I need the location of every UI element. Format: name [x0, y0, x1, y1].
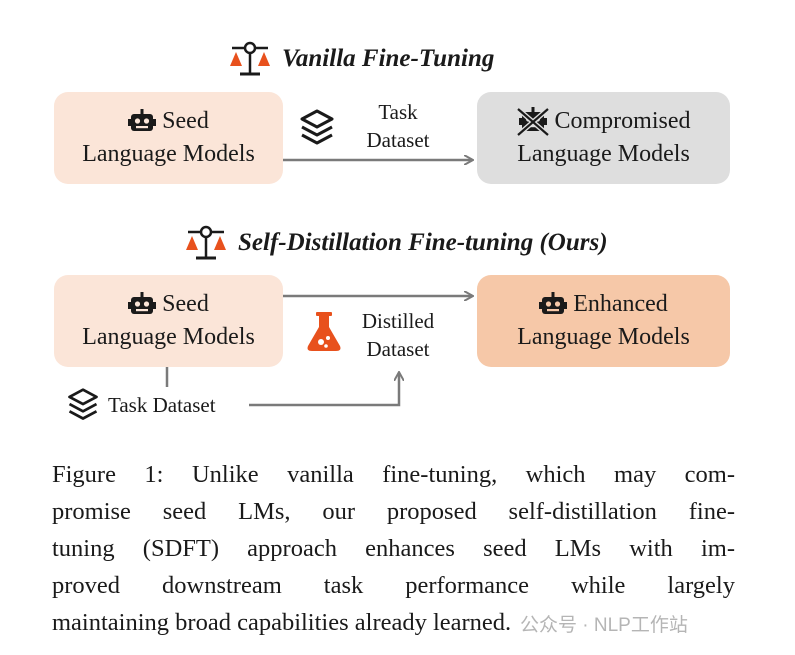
watermark: 公众号 · NLP工作站 [520, 615, 688, 636]
enhanced-line2: Language Models [517, 324, 690, 350]
distilled-line1: Distilled [361, 309, 435, 333]
sdft-seed-line1: Seed [162, 291, 209, 317]
task-to-distilled-arrow [249, 373, 399, 407]
caption-line: promise seed LMs, our proposed self-dist… [52, 498, 735, 525]
robot-icon [128, 108, 157, 135]
compromised-line2: Language Models [517, 141, 690, 167]
task-dataset-row: Task Dataset [66, 387, 216, 423]
compromised-line1: Compromised [554, 108, 691, 134]
layers-icon [66, 387, 100, 423]
figure-caption: Figure 1: Unlike vanilla fine-tuning, wh… [52, 456, 735, 641]
vanilla-title: Vanilla Fine-Tuning [282, 45, 495, 72]
flask-icon [305, 311, 343, 353]
distilled-label: Distilled Dataset [348, 307, 448, 363]
distilled-line2: Dataset [366, 337, 430, 361]
broken-robot-icon [516, 106, 549, 137]
caption-line: Figure 1: Unlike vanilla fine-tuning, wh… [52, 461, 735, 488]
caption-line: tuning (SDFT) approach enhances seed LMs… [52, 535, 735, 562]
robot-icon [539, 291, 568, 318]
balance-scale-icon [184, 224, 228, 262]
sdft-seed-line2: Language Models [82, 324, 255, 350]
vanilla-seed-line1: Seed [162, 108, 209, 134]
vanilla-seed-line2: Language Models [82, 141, 255, 167]
enhanced-line1: Enhanced [573, 291, 668, 317]
caption-line: maintaining broad capabilities already l… [52, 609, 512, 636]
enhanced-box: Enhanced Language Models [477, 275, 730, 367]
vanilla-title-row: Vanilla Fine-Tuning [228, 40, 494, 78]
task-dataset-label: Task Dataset [108, 393, 216, 417]
vanilla-edge-label: Task Dataset [348, 98, 448, 154]
sdft-title: Self-Distillation Fine-tuning (Ours) [238, 229, 608, 256]
robot-icon [128, 291, 157, 318]
vanilla-edge-label-line1: Task [378, 100, 418, 124]
balance-scale-icon [228, 40, 272, 78]
compromised-box: Compromised Language Models [477, 92, 730, 184]
vanilla-edge-label-line2: Dataset [366, 128, 430, 152]
sdft-title-row: Self-Distillation Fine-tuning (Ours) [184, 224, 608, 262]
caption-line: proved downstream task performance while… [52, 572, 735, 599]
sdft-seed-box: Seed Language Models [54, 275, 283, 367]
layers-icon [299, 108, 335, 148]
vanilla-seed-box: Seed Language Models [54, 92, 283, 184]
